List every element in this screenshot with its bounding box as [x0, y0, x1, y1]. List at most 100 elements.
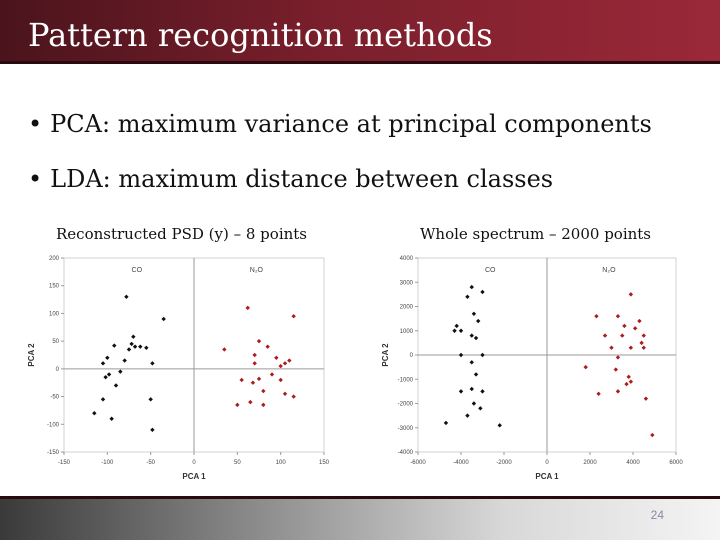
y-tick-label: 4000: [400, 256, 414, 262]
scatter-point: [469, 284, 474, 290]
scatter-point: [632, 326, 638, 331]
y-tick-label: 150: [49, 284, 60, 290]
scatter-point: [282, 361, 288, 366]
x-tick-label: 6000: [669, 460, 683, 466]
scatter-point: [602, 333, 608, 338]
scatter-point: [639, 340, 644, 346]
scatter-point: [252, 361, 257, 366]
scatter-point: [469, 333, 474, 338]
scatter-point: [222, 347, 227, 352]
scatter-point: [124, 294, 129, 299]
scatter-point: [628, 345, 634, 350]
scatter-point: [626, 374, 631, 380]
y-tick-label: 0: [410, 353, 414, 359]
scatter-point: [282, 391, 288, 396]
scatter-point: [144, 345, 149, 350]
scatter-point: [291, 394, 296, 399]
scatter-point: [129, 341, 134, 347]
scatter-point: [103, 374, 108, 380]
y-tick-label: 0: [56, 367, 60, 373]
scatter-point: [239, 377, 244, 383]
scatter-point: [245, 305, 250, 311]
scatter-point: [148, 397, 153, 402]
scatter-point: [583, 364, 588, 370]
x-axis-label: PCA 1: [535, 472, 559, 481]
scatter-point: [458, 389, 464, 394]
scatter-point: [622, 323, 627, 329]
scatter-point: [126, 347, 132, 352]
scatter-point: [132, 344, 138, 349]
scatter-point: [278, 377, 283, 383]
scatter-point: [150, 427, 155, 433]
x-tick-label: -6000: [410, 460, 426, 466]
y-tick-label: 50: [52, 339, 59, 345]
scatter-point: [252, 352, 257, 358]
bullet-lda: • LDA: maximum distance between classes: [28, 165, 553, 193]
x-tick-label: 150: [319, 460, 330, 466]
scatter-point: [628, 292, 634, 297]
scatter-point: [465, 413, 470, 418]
scatter-point: [161, 316, 166, 322]
scatter-point: [497, 423, 502, 428]
scatter-point: [650, 432, 655, 438]
scatter-point: [473, 372, 479, 377]
scatter-point: [476, 318, 481, 324]
x-tick-label: 100: [276, 460, 287, 466]
bullet-pca-text: PCA: maximum variance at principal compo…: [50, 110, 652, 138]
y-tick-label: -150: [47, 450, 60, 456]
page-number: 24: [650, 508, 664, 522]
scatter-point: [469, 386, 474, 392]
scatter-point: [637, 318, 642, 324]
y-tick-label: 1000: [400, 329, 414, 335]
scatter-point: [248, 399, 253, 405]
y-tick-label: -2000: [398, 402, 414, 408]
series-label: N₂O: [250, 267, 264, 274]
scatter-point: [118, 369, 123, 374]
scatter-point: [473, 335, 479, 341]
y-tick-label: -1000: [398, 377, 414, 383]
scatter-point: [269, 372, 275, 377]
series-label: N₂O: [602, 267, 616, 274]
left-scatter-plot: -150 -100 -50 0 50 100 150 -150 -100 -50 0 50 100 150…: [27, 256, 330, 481]
footer-bar: 24: [0, 496, 720, 540]
x-tick-label: 4000: [626, 460, 640, 466]
scatter-point: [112, 343, 117, 348]
scatter-point: [615, 314, 621, 319]
y-tick-label: -3000: [398, 426, 414, 432]
scatter-point: [287, 358, 292, 363]
scatter-point: [109, 416, 114, 421]
scatter-point: [261, 402, 266, 408]
scatter-point: [150, 361, 155, 366]
scatter-point: [235, 402, 240, 408]
scatter-point: [452, 328, 457, 333]
y-tick-label: 3000: [400, 280, 414, 286]
y-axis-label: PCA 2: [27, 343, 36, 367]
scatter-point: [291, 314, 296, 319]
left-chart-caption: Reconstructed PSD (y) – 8 points: [56, 225, 308, 243]
scatter-point: [261, 388, 266, 394]
scatter-point: [250, 380, 256, 385]
x-tick-label: -150: [58, 460, 71, 466]
bullet-glyph: •: [28, 110, 43, 138]
y-tick-label: 200: [49, 256, 60, 262]
x-tick-label: 50: [234, 460, 241, 466]
scatter-point: [265, 344, 270, 349]
scatter-point: [609, 345, 614, 350]
scatter-point: [100, 397, 106, 402]
scatter-point: [106, 372, 112, 377]
scatter-point: [458, 328, 464, 333]
scatter-point: [138, 344, 143, 349]
bullet-lda-text: LDA: maximum distance between classes: [50, 165, 554, 193]
x-tick-label: -50: [146, 460, 155, 466]
y-tick-label: 2000: [400, 305, 414, 311]
title-bar: Pattern recognition methods: [0, 0, 720, 64]
scatter-point: [480, 289, 485, 295]
scatter-point: [641, 345, 646, 350]
scatter-point: [624, 381, 629, 387]
scatter-point: [122, 358, 127, 363]
scatter-point: [256, 338, 262, 344]
scatter-point: [274, 355, 279, 360]
scatter-point: [596, 391, 601, 396]
bullet-pca: • PCA: maximum variance at principal comp…: [28, 110, 652, 138]
x-tick-label: -2000: [496, 460, 512, 466]
